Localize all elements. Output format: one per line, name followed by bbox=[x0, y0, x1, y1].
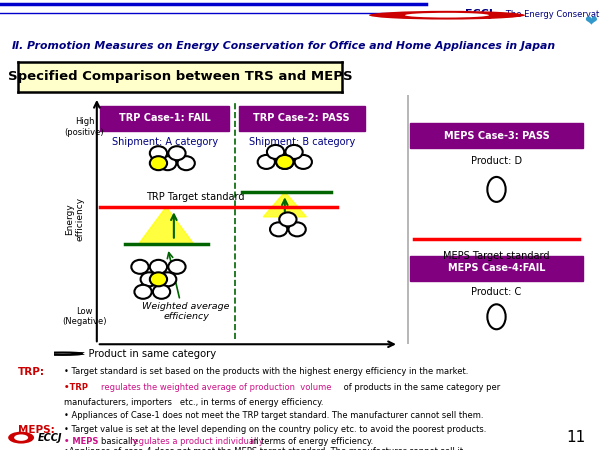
Circle shape bbox=[153, 285, 170, 299]
Text: 11: 11 bbox=[566, 430, 586, 445]
Text: Product: C: Product: C bbox=[472, 287, 521, 297]
Text: The Energy Conservation Center Japan: The Energy Conservation Center Japan bbox=[498, 10, 600, 18]
Text: MEPS Case-3: PASS: MEPS Case-3: PASS bbox=[443, 130, 550, 141]
Text: Energy
efficiency: Energy efficiency bbox=[65, 197, 85, 242]
Circle shape bbox=[267, 145, 284, 159]
Circle shape bbox=[270, 222, 287, 236]
Text: ❤: ❤ bbox=[584, 14, 598, 29]
Circle shape bbox=[169, 260, 185, 274]
Text: regulates the weighted average of production  volume: regulates the weighted average of produc… bbox=[101, 383, 331, 392]
Text: = Product in same category: = Product in same category bbox=[77, 349, 216, 359]
Text: manufacturers, importers   etc., in terms of energy efficiency.: manufacturers, importers etc., in terms … bbox=[64, 398, 324, 407]
Text: Specified Comparison between TRS and MEPS: Specified Comparison between TRS and MEP… bbox=[8, 71, 352, 83]
Text: TRP Case-1: FAIL: TRP Case-1: FAIL bbox=[119, 113, 211, 123]
Circle shape bbox=[286, 145, 302, 159]
Text: MEPS Target standard: MEPS Target standard bbox=[443, 251, 550, 261]
Circle shape bbox=[279, 212, 296, 226]
Circle shape bbox=[289, 222, 306, 236]
Text: • MEPS: • MEPS bbox=[64, 437, 101, 446]
Text: •TRP: •TRP bbox=[64, 383, 91, 392]
Circle shape bbox=[150, 272, 167, 286]
Circle shape bbox=[178, 156, 195, 170]
Text: regulates a product individually: regulates a product individually bbox=[130, 437, 264, 446]
Circle shape bbox=[159, 272, 176, 286]
Circle shape bbox=[134, 285, 152, 299]
Circle shape bbox=[131, 260, 149, 274]
Circle shape bbox=[257, 155, 275, 169]
FancyBboxPatch shape bbox=[410, 256, 583, 280]
Text: TRP:: TRP: bbox=[17, 367, 44, 377]
Polygon shape bbox=[263, 192, 307, 217]
FancyBboxPatch shape bbox=[100, 106, 229, 130]
Circle shape bbox=[150, 260, 167, 274]
Circle shape bbox=[487, 304, 506, 329]
Circle shape bbox=[44, 352, 82, 355]
Text: TRP Case-2: PASS: TRP Case-2: PASS bbox=[253, 113, 350, 123]
Text: Weighted average
efficiency: Weighted average efficiency bbox=[142, 302, 230, 321]
Circle shape bbox=[8, 432, 34, 444]
Text: •Appliance of case-4 does not meet the MEPS target standard. The manufacturer ca: •Appliance of case-4 does not meet the M… bbox=[64, 447, 466, 450]
Text: MEPS Case-4:FAIL: MEPS Case-4:FAIL bbox=[448, 263, 545, 273]
Text: • Appliances of Case-1 does not meet the TRP target standard. The manufacturer c: • Appliances of Case-1 does not meet the… bbox=[64, 411, 484, 420]
Text: Low
(Negative): Low (Negative) bbox=[62, 307, 107, 327]
Text: ECCJ: ECCJ bbox=[465, 9, 493, 19]
Text: in terms of energy efficiency.: in terms of energy efficiency. bbox=[248, 437, 373, 446]
Circle shape bbox=[369, 11, 525, 20]
Circle shape bbox=[276, 155, 293, 169]
Circle shape bbox=[14, 434, 28, 441]
Circle shape bbox=[405, 13, 489, 18]
Circle shape bbox=[295, 155, 312, 169]
Polygon shape bbox=[139, 207, 194, 244]
Circle shape bbox=[487, 177, 506, 202]
Circle shape bbox=[169, 146, 185, 160]
Text: Product: D: Product: D bbox=[471, 156, 522, 166]
Text: basically: basically bbox=[101, 437, 140, 446]
Text: Shipment: B category: Shipment: B category bbox=[248, 137, 355, 147]
Text: Shipment: A category: Shipment: A category bbox=[112, 137, 218, 147]
Text: of products in the same category per: of products in the same category per bbox=[341, 383, 500, 392]
Text: • Target standard is set based on the products with the highest energy efficienc: • Target standard is set based on the pr… bbox=[64, 367, 469, 376]
Circle shape bbox=[276, 155, 293, 169]
Text: MEPS:: MEPS: bbox=[17, 425, 55, 435]
Circle shape bbox=[150, 156, 167, 170]
Text: Ⅱ. Promotion Measures on Energy Conservation for Office and Home Appliances in J: Ⅱ. Promotion Measures on Energy Conserva… bbox=[12, 41, 555, 51]
FancyBboxPatch shape bbox=[410, 123, 583, 148]
FancyBboxPatch shape bbox=[239, 106, 365, 130]
Text: ECCJ: ECCJ bbox=[37, 432, 62, 443]
Circle shape bbox=[159, 156, 176, 170]
Text: TRP Target standard: TRP Target standard bbox=[146, 193, 245, 202]
Circle shape bbox=[150, 146, 167, 160]
Text: • Target value is set at the level depending on the country policy etc. to avoid: • Target value is set at the level depen… bbox=[64, 425, 487, 434]
Circle shape bbox=[140, 272, 158, 286]
Text: High
(positive): High (positive) bbox=[65, 117, 104, 137]
